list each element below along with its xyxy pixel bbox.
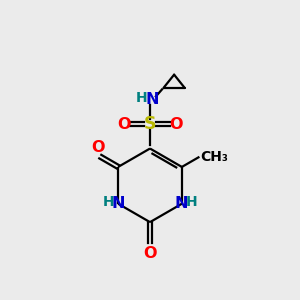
Text: O: O xyxy=(91,140,105,155)
Text: O: O xyxy=(169,117,182,132)
Text: H: H xyxy=(103,195,115,209)
Text: S: S xyxy=(144,116,156,134)
Text: O: O xyxy=(143,246,157,261)
Text: N: N xyxy=(145,92,159,107)
Text: H: H xyxy=(136,91,148,105)
Text: O: O xyxy=(118,117,131,132)
Text: N: N xyxy=(175,196,188,211)
Text: CH₃: CH₃ xyxy=(200,150,228,164)
Text: N: N xyxy=(112,196,125,211)
Text: H: H xyxy=(185,195,197,209)
